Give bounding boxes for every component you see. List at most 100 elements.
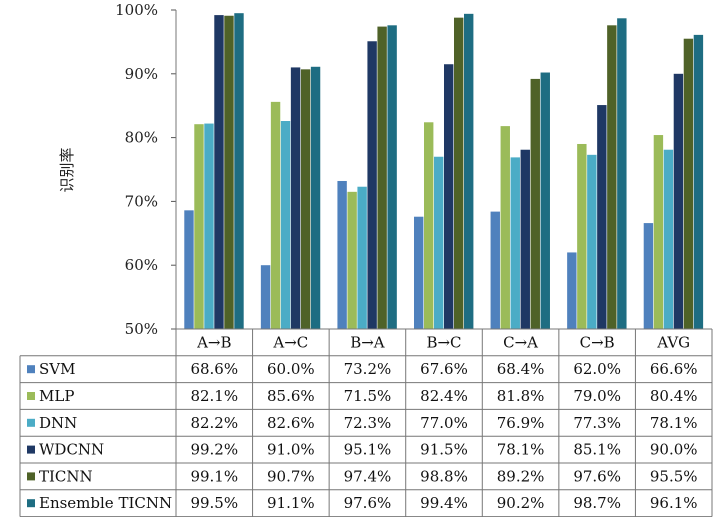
bar-wdcnn xyxy=(444,64,454,329)
table-value-cell: 99.4% xyxy=(420,494,468,512)
table-value-cell: 91.0% xyxy=(267,441,315,459)
table-value-cell: 77.0% xyxy=(420,414,468,432)
x-category-label: B→A xyxy=(350,333,385,351)
x-category-label: B→C xyxy=(426,333,461,351)
legend-label: MLP xyxy=(39,387,74,405)
table-value-cell: 82.1% xyxy=(190,387,238,405)
y-tick-label: 100% xyxy=(115,1,158,19)
bar-ensemble-ticnn xyxy=(617,18,627,329)
legend-swatch xyxy=(27,445,35,454)
bar-dnn xyxy=(434,156,444,329)
table-value-cell: 68.6% xyxy=(190,360,238,378)
bar-mlp xyxy=(270,101,281,329)
bar-wdcnn xyxy=(214,15,224,329)
legend-label: SVM xyxy=(39,360,75,378)
table-value-cell: 81.8% xyxy=(497,387,545,405)
table-value-cell: 99.1% xyxy=(190,467,238,485)
x-category-label: C→A xyxy=(503,333,538,351)
bar-wdcnn xyxy=(673,73,684,329)
table-value-cell: 72.3% xyxy=(344,414,392,432)
y-axis-ticks: 50% 60% 70% 80% 90% 100% xyxy=(115,1,176,338)
table-value-cell: 90.0% xyxy=(650,441,698,459)
bars xyxy=(184,13,704,330)
legend-swatch xyxy=(27,472,35,481)
table-value-cell: 98.8% xyxy=(420,467,468,485)
bar-ensemble-ticnn xyxy=(464,13,474,329)
table-value-cell: 80.4% xyxy=(650,387,698,405)
y-tick-label: 70% xyxy=(125,192,158,210)
legend-swatch xyxy=(27,365,35,374)
table-value-cell: 90.7% xyxy=(267,467,315,485)
bar-ticnn xyxy=(377,26,387,329)
table-value-cell: 91.5% xyxy=(420,441,468,459)
bar-mlp xyxy=(347,191,357,329)
table-value-cell: 77.3% xyxy=(573,414,621,432)
legend-swatch xyxy=(27,392,35,400)
table-value-cell: 67.6% xyxy=(420,360,468,378)
y-axis-label: 识别率 xyxy=(58,147,76,192)
bar-mlp xyxy=(500,126,510,329)
bar-ticnn xyxy=(530,78,540,330)
table-value-cell: 66.6% xyxy=(650,360,698,378)
bar-svm xyxy=(337,180,347,329)
table-value-cell: 99.5% xyxy=(190,494,238,512)
table-value-cell: 96.1% xyxy=(650,494,698,512)
bar-dnn xyxy=(663,149,674,329)
y-tick-label: 50% xyxy=(125,320,158,338)
bar-dnn xyxy=(510,157,520,329)
table-value-cell: 82.2% xyxy=(190,414,238,432)
bar-ensemble-ticnn xyxy=(540,72,550,330)
bar-ticnn xyxy=(224,15,234,329)
bar-ticnn xyxy=(683,38,694,330)
bar-dnn xyxy=(587,154,597,329)
bar-ticnn xyxy=(300,69,311,330)
legend-swatch xyxy=(27,418,35,427)
table-value-cell: 98.7% xyxy=(573,494,621,512)
bar-ticnn xyxy=(607,25,617,329)
x-category-label: A→C xyxy=(272,333,308,351)
bar-svm xyxy=(490,211,500,329)
legend-label: Ensemble TICNN xyxy=(39,494,172,512)
table-value-cell: 78.1% xyxy=(650,414,698,432)
table-value-cell: 85.6% xyxy=(267,387,315,405)
table-value-cell: 95.5% xyxy=(650,467,698,485)
table-value-cell: 97.6% xyxy=(344,494,392,512)
x-category-label: C→B xyxy=(580,333,615,351)
bar-wdcnn xyxy=(520,149,530,329)
table-value-cell: 82.6% xyxy=(267,414,315,432)
bar-svm xyxy=(260,265,271,329)
table-value-cell: 89.2% xyxy=(497,467,545,485)
legend-label: WDCNN xyxy=(39,441,104,459)
table-value-cell: 78.1% xyxy=(497,441,545,459)
table-value-cell: 62.0% xyxy=(573,360,621,378)
bar-svm xyxy=(567,252,577,329)
bar-dnn xyxy=(280,121,291,330)
bar-ensemble-ticnn xyxy=(387,25,397,329)
x-category-label: AVG xyxy=(656,333,690,351)
legend-label: DNN xyxy=(39,414,77,432)
y-tick-label: 60% xyxy=(125,256,158,274)
bar-wdcnn xyxy=(367,41,377,330)
table-value-cell: 91.1% xyxy=(267,494,315,512)
table-value-cell: 76.9% xyxy=(497,414,545,432)
table-value-cell: 71.5% xyxy=(344,387,392,405)
y-tick-label: 90% xyxy=(125,65,158,83)
bar-mlp xyxy=(424,122,434,330)
bar-dnn xyxy=(204,123,214,330)
legend-label: TICNN xyxy=(39,467,93,485)
x-category-label: A→B xyxy=(196,333,231,351)
table-value-cell: 90.2% xyxy=(497,494,545,512)
bar-svm xyxy=(643,223,654,329)
bar-mlp xyxy=(194,124,204,330)
bar-ensemble-ticnn xyxy=(310,66,321,330)
table-value-cell: 97.4% xyxy=(344,467,392,485)
table-value-cell: 82.4% xyxy=(420,387,468,405)
table-value-cell: 60.0% xyxy=(267,360,315,378)
table-value-cell: 73.2% xyxy=(344,360,392,378)
table-value-cell: 68.4% xyxy=(497,360,545,378)
table-value-cell: 95.1% xyxy=(344,441,392,459)
legend-swatch xyxy=(27,499,35,508)
y-tick-label: 80% xyxy=(125,129,158,147)
bar-dnn xyxy=(357,186,367,329)
